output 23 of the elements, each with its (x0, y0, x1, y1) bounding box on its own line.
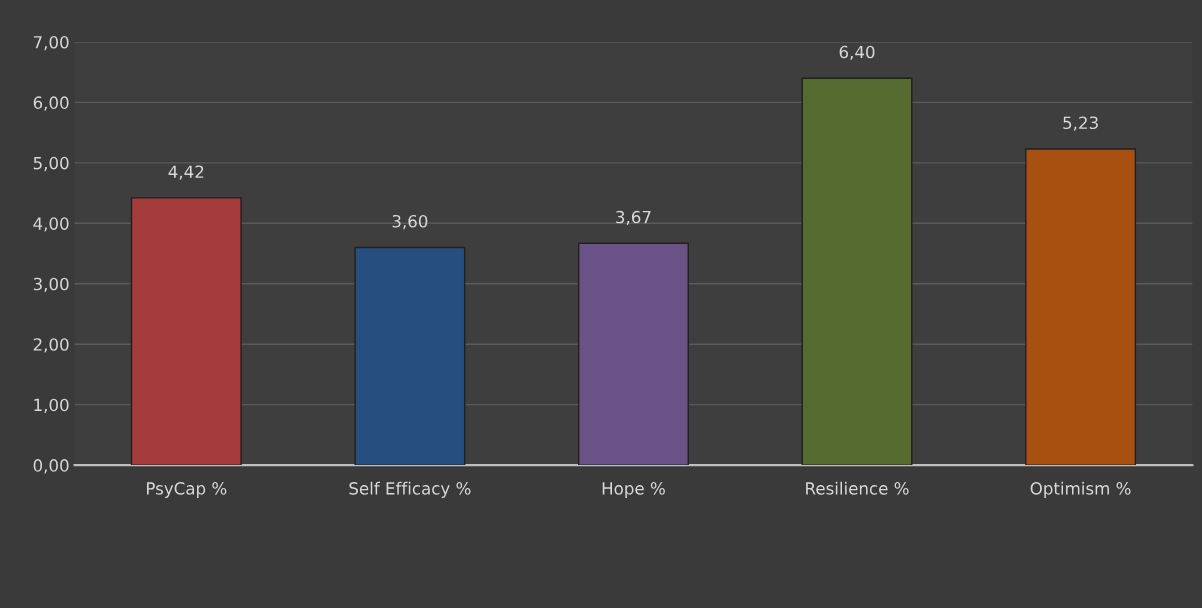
data-label: 5,23 (1063, 116, 1098, 131)
x-tick-label: PsyCap % (147, 482, 227, 498)
bar (354, 246, 466, 466)
y-tick-label: 6,00 (33, 96, 69, 111)
x-tick-label: Hope % (602, 482, 665, 498)
bar (801, 77, 913, 466)
bar (577, 242, 689, 466)
data-label: 3,60 (392, 214, 428, 230)
data-label: 3,67 (616, 210, 651, 226)
bar (130, 197, 242, 466)
x-tick-label: Self Efficacy % (349, 481, 471, 498)
y-tick-label: 3,00 (33, 277, 69, 293)
y-tick-label: 7,00 (33, 35, 69, 51)
data-label: 6,40 (839, 45, 875, 61)
y-tick-label: 4,00 (33, 217, 69, 232)
bar (1025, 148, 1137, 466)
data-label: 4,42 (168, 165, 204, 180)
x-tick-label: Resilience % (806, 481, 909, 495)
y-tick-label: 5,00 (33, 156, 69, 172)
y-tick-label: 0,00 (33, 459, 69, 474)
y-tick-label: 1,00 (34, 398, 69, 413)
x-tick-label: Optimism % (1030, 481, 1131, 498)
y-tick-label: 2,00 (33, 338, 69, 353)
